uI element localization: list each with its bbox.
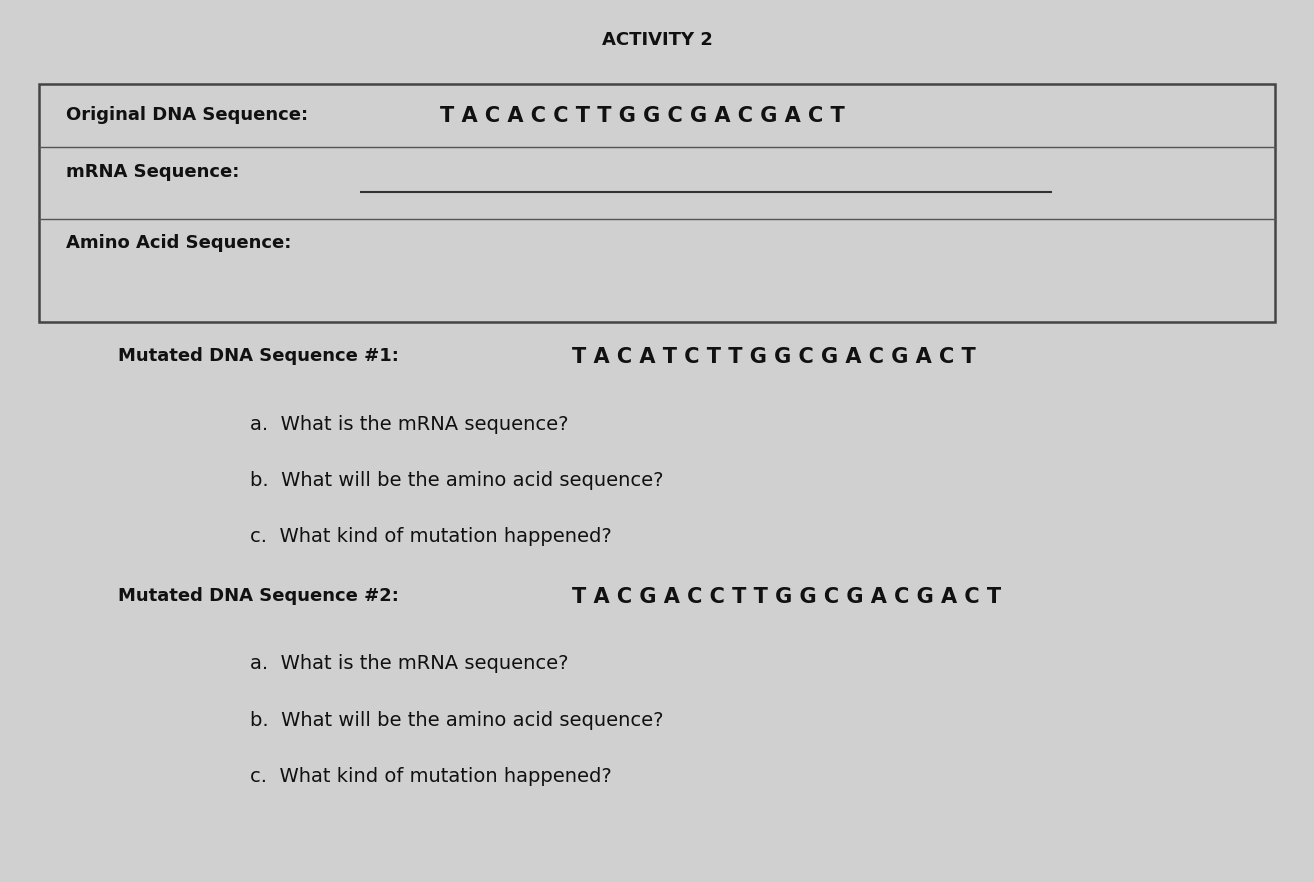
Text: a.  What is the mRNA sequence?: a. What is the mRNA sequence?	[250, 654, 568, 674]
FancyBboxPatch shape	[39, 84, 1275, 322]
Text: b.  What will be the amino acid sequence?: b. What will be the amino acid sequence?	[250, 711, 664, 730]
Text: T A C A C C T T G G C G A C G A C T: T A C A C C T T G G C G A C G A C T	[440, 106, 845, 126]
Text: a.  What is the mRNA sequence?: a. What is the mRNA sequence?	[250, 415, 568, 434]
Text: Original DNA Sequence:: Original DNA Sequence:	[66, 106, 307, 123]
Text: b.  What will be the amino acid sequence?: b. What will be the amino acid sequence?	[250, 471, 664, 490]
Text: ACTIVITY 2: ACTIVITY 2	[602, 31, 712, 49]
Text: mRNA Sequence:: mRNA Sequence:	[66, 163, 239, 181]
Text: T A C G A C C T T G G C G A C G A C T: T A C G A C C T T G G C G A C G A C T	[572, 587, 1001, 607]
Text: c.  What kind of mutation happened?: c. What kind of mutation happened?	[250, 527, 611, 547]
Text: c.  What kind of mutation happened?: c. What kind of mutation happened?	[250, 767, 611, 787]
Text: Amino Acid Sequence:: Amino Acid Sequence:	[66, 234, 292, 251]
Text: Mutated DNA Sequence #1:: Mutated DNA Sequence #1:	[118, 347, 399, 364]
Text: T A C A T C T T G G C G A C G A C T: T A C A T C T T G G C G A C G A C T	[572, 347, 975, 367]
Text: Mutated DNA Sequence #2:: Mutated DNA Sequence #2:	[118, 587, 399, 604]
